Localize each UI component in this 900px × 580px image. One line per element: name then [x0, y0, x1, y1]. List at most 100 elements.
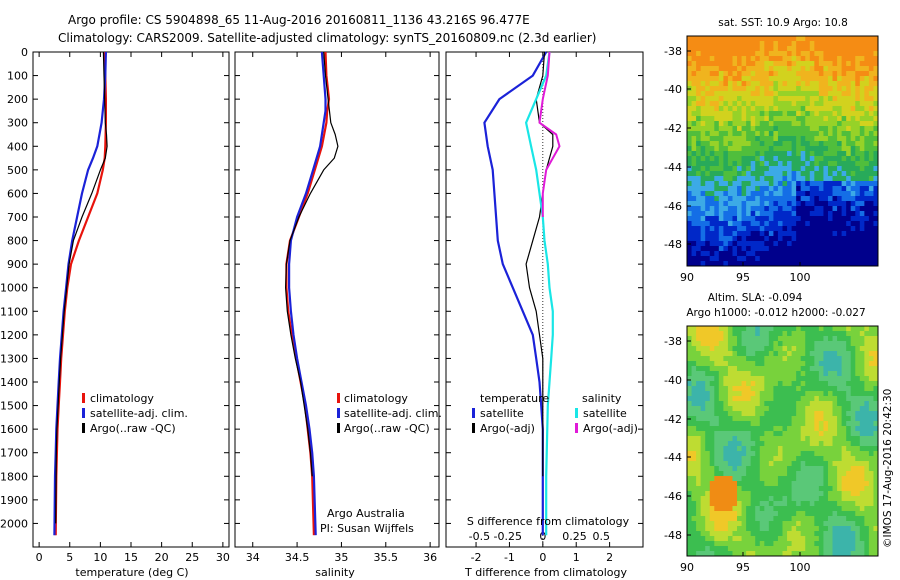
raster-cell [741, 131, 747, 137]
raster-cell [859, 81, 865, 87]
raster-cell [714, 216, 720, 222]
raster-cell [691, 366, 697, 372]
raster-cell [732, 541, 738, 547]
raster-cell [732, 246, 738, 252]
raster-cell [755, 416, 761, 422]
raster-cell [777, 511, 783, 517]
raster-cell [805, 446, 811, 452]
raster-cell [773, 451, 779, 457]
raster-cell [718, 496, 724, 502]
raster-cell [687, 116, 693, 122]
raster-cell [741, 536, 747, 542]
raster-cell [759, 411, 765, 417]
raster-cell [755, 376, 761, 382]
raster-cell [759, 326, 765, 332]
raster-cell [723, 76, 729, 82]
raster-cell [759, 61, 765, 67]
raster-cell [714, 71, 720, 77]
raster-cell [796, 411, 802, 417]
raster-cell [714, 101, 720, 107]
raster-cell [746, 431, 752, 437]
raster-cell [741, 141, 747, 147]
raster-cell [759, 481, 765, 487]
raster-cell [727, 481, 733, 487]
raster-cell [827, 331, 834, 337]
raster-cell [773, 156, 779, 162]
raster-cell [791, 211, 797, 217]
raster-cell [873, 121, 879, 127]
raster-cell [718, 226, 724, 232]
raster-cell [687, 391, 693, 397]
raster-cell [773, 201, 779, 207]
raster-cell [846, 101, 852, 107]
raster-cell [837, 146, 843, 152]
series-satellite-adj-clim- [53, 51, 107, 536]
raster-cell [800, 236, 806, 242]
raster-cell [864, 486, 870, 492]
raster-cell [727, 51, 733, 57]
raster-cell [805, 86, 811, 92]
raster-cell [846, 221, 852, 227]
raster-cell [755, 216, 761, 222]
raster-cell [691, 36, 697, 42]
raster-cell [796, 476, 802, 482]
raster-cell [827, 501, 834, 507]
raster-cell [823, 336, 829, 342]
raster-cell [814, 66, 820, 72]
raster-cell [768, 406, 774, 412]
raster-cell [791, 216, 797, 222]
raster-cell [750, 156, 756, 162]
raster-cell [691, 551, 697, 557]
raster-cell [714, 166, 720, 172]
raster-cell [705, 56, 711, 62]
raster-cell [764, 226, 770, 232]
raster-cell [859, 86, 865, 92]
raster-cell [827, 361, 834, 367]
raster-cell [855, 511, 861, 517]
raster-cell [768, 326, 774, 332]
raster-cell [809, 261, 815, 267]
raster-cell [837, 156, 843, 162]
raster-cell [791, 496, 797, 502]
raster-cell [846, 406, 852, 412]
raster-cell [805, 131, 811, 137]
raster-cell [823, 496, 829, 502]
raster-cell [809, 481, 815, 487]
raster-cell [832, 201, 838, 207]
raster-cell [718, 206, 724, 212]
raster-cell [700, 341, 706, 347]
raster-cell [773, 51, 779, 57]
raster-cell [755, 76, 761, 82]
raster-cell [696, 346, 702, 352]
raster-cell [746, 181, 752, 187]
raster-cell [818, 131, 824, 137]
raster-cell [837, 496, 843, 502]
raster-cell [800, 196, 806, 202]
raster-cell [691, 246, 697, 252]
raster-cell [873, 226, 879, 232]
raster-cell [741, 396, 747, 402]
raster-cell [768, 351, 774, 357]
raster-cell [809, 216, 815, 222]
raster-cell [691, 531, 697, 537]
raster-cell [737, 211, 743, 217]
raster-cell [868, 326, 874, 332]
raster-cell [823, 456, 829, 462]
raster-cell [809, 196, 815, 202]
raster-cell [814, 111, 820, 117]
raster-cell [818, 101, 824, 107]
raster-cell [855, 196, 861, 202]
raster-cell [737, 146, 743, 152]
raster-cell [855, 236, 861, 242]
raster-cell [832, 441, 838, 447]
raster-cell [777, 446, 783, 452]
raster-cell [832, 526, 838, 532]
raster-cell [809, 396, 815, 402]
raster-cell [837, 356, 843, 362]
raster-cell [782, 151, 788, 157]
raster-cell [696, 161, 702, 167]
raster-cell [846, 61, 852, 67]
raster-cell [800, 486, 806, 492]
raster-cell [718, 351, 724, 357]
raster-cell [855, 431, 861, 437]
